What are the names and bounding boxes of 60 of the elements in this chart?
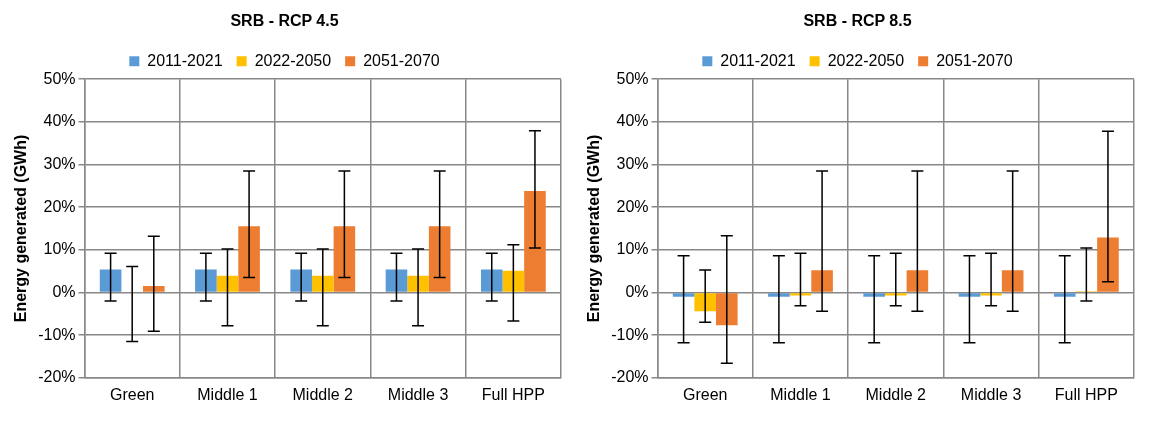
- legend-label: 2022-2050: [827, 51, 905, 69]
- y-tick-label: -10%: [38, 325, 76, 343]
- bar: [238, 226, 260, 292]
- bar: [811, 270, 833, 292]
- x-tick-label: Green: [109, 385, 155, 403]
- y-axis-title: Energy generated (GWh): [12, 134, 30, 323]
- bar: [502, 270, 525, 292]
- legend-label: 2051-2070: [936, 51, 1013, 69]
- legend-label: 2022-2050: [254, 51, 332, 69]
- legend-label: 2051-2070: [363, 51, 440, 69]
- bar: [1001, 270, 1024, 292]
- bar: [143, 286, 165, 292]
- bar: [1053, 293, 1076, 297]
- bar: [906, 270, 929, 292]
- y-tick-label: 40%: [43, 112, 76, 130]
- x-tick-label: Full HPP: [481, 385, 545, 403]
- chart-title: SRB - RCP 8.5: [803, 12, 912, 30]
- bar: [216, 275, 239, 292]
- y-tick-label: 30%: [43, 154, 76, 172]
- bar: [524, 190, 546, 292]
- x-tick-label: Middle 2: [292, 385, 354, 403]
- bar: [716, 293, 738, 326]
- x-tick-label: Full HPP: [1054, 385, 1118, 403]
- y-tick-label: 0%: [52, 282, 76, 300]
- y-tick-label: 10%: [43, 240, 76, 258]
- y-tick-label: 50%: [43, 69, 76, 87]
- x-tick-label: Middle 3: [960, 385, 1022, 403]
- bar: [958, 293, 981, 297]
- bar: [195, 269, 217, 292]
- bar: [672, 293, 695, 297]
- y-tick-label: 30%: [616, 154, 649, 172]
- bar: [768, 293, 790, 297]
- x-tick-label: Middle 1: [770, 385, 831, 403]
- bar: [290, 269, 312, 292]
- y-tick-label: 20%: [43, 197, 76, 215]
- bar: [99, 269, 122, 292]
- chart-title: SRB - RCP 4.5: [230, 12, 339, 30]
- bar: [428, 226, 451, 292]
- y-tick-label: -20%: [611, 368, 649, 386]
- bar: [333, 226, 356, 292]
- y-tick-label: 50%: [616, 69, 649, 87]
- bar: [694, 293, 716, 312]
- bar: [407, 275, 429, 292]
- bar: [385, 269, 408, 292]
- bar: [480, 269, 503, 292]
- y-tick-label: 40%: [616, 112, 649, 130]
- bar: [311, 275, 334, 292]
- x-tick-label: Middle 2: [865, 385, 927, 403]
- y-axis-title: Energy generated (GWh): [585, 134, 603, 323]
- y-tick-label: -20%: [38, 368, 76, 386]
- y-tick-label: 10%: [616, 240, 649, 258]
- x-tick-label: Middle 1: [197, 385, 258, 403]
- x-tick-label: Green: [682, 385, 728, 403]
- bar: [863, 293, 885, 297]
- legend-label: 2011-2021: [147, 51, 223, 69]
- y-tick-label: -10%: [611, 325, 649, 343]
- legend-label: 2011-2021: [720, 51, 796, 69]
- y-tick-label: 0%: [625, 282, 649, 300]
- y-tick-label: 20%: [616, 197, 649, 215]
- x-tick-label: Middle 3: [387, 385, 449, 403]
